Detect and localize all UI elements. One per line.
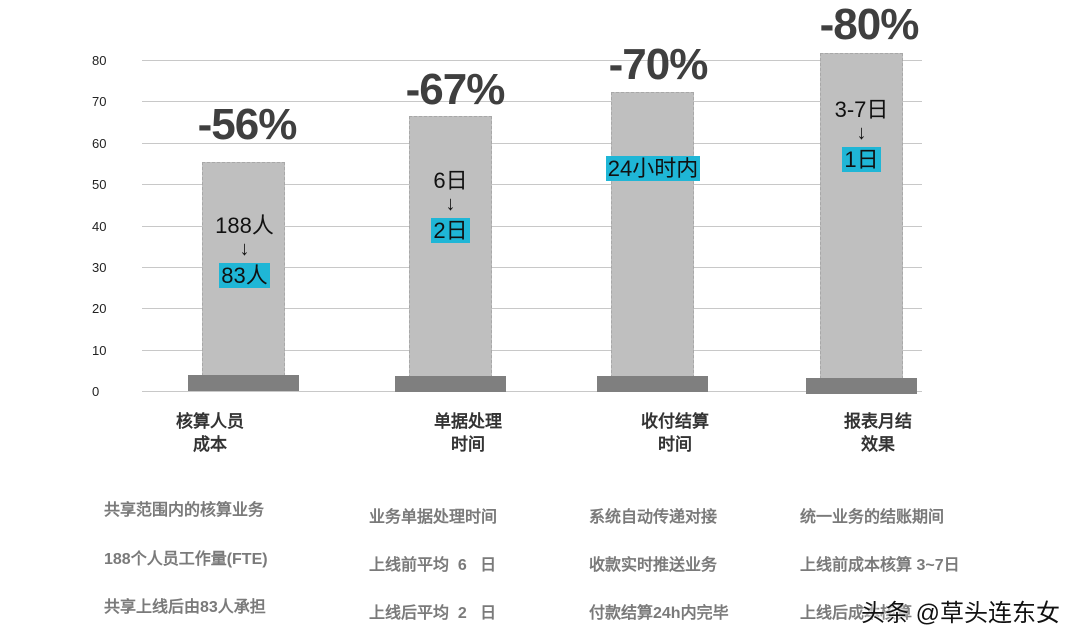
category-line: 成本 [193, 435, 227, 454]
description-text: 统一业务的结账期间 [800, 509, 945, 526]
bar-base-2 [395, 376, 506, 392]
description-text: 188个人员工作量(FTE) [104, 551, 268, 568]
bar-base-3 [597, 376, 708, 392]
after-value: 2日 [431, 218, 470, 243]
y-tick-label: 60 [92, 136, 107, 151]
description-text: 上线后平均 2 日 [369, 605, 497, 622]
before-value: 188人 [215, 213, 274, 238]
percent-label: -70% [608, 40, 709, 89]
description-text: 业务单据处理时间 [369, 509, 498, 526]
y-tick-label: 70 [92, 94, 107, 109]
description-text: 系统自动传递对接 [589, 509, 718, 526]
bar-before-4 [820, 53, 903, 379]
category-line: 效果 [861, 435, 895, 454]
category-line: 报表月结 [844, 412, 912, 431]
down-arrow-icon: ↓ [445, 193, 456, 215]
bar-base-1 [188, 375, 299, 391]
after-value: 24小时内 [605, 156, 701, 181]
category-label: 报表月结 效果 [808, 410, 948, 456]
category-line: 核算人员 [176, 412, 244, 431]
description-text: 上线后成本核算 [800, 605, 913, 622]
bar-before-2 [409, 116, 492, 378]
gridline [142, 226, 922, 227]
gridline [142, 101, 922, 102]
category-line: 时间 [658, 435, 692, 454]
gridline [142, 184, 922, 185]
bar-annotation: 3-7日 ↓ 1日 [810, 92, 913, 174]
bar-annotation: 24小时内 [588, 151, 718, 183]
gridline [142, 350, 922, 351]
description-text: 付款结算24h内完毕 [589, 605, 729, 622]
gridline [142, 60, 922, 61]
after-value: 1日 [842, 147, 881, 172]
percent-label: -67% [405, 65, 506, 114]
percent-label: -80% [819, 0, 920, 49]
category-label: 收付结算 时间 [605, 410, 745, 456]
y-tick-label: 0 [92, 384, 100, 399]
bar-before-3 [611, 92, 694, 378]
before-value: 3-7日 [834, 97, 889, 122]
bar-annotation: 188人 ↓ 83人 [193, 208, 296, 290]
y-tick-label: 80 [92, 53, 107, 68]
description-text: 共享上线后由83人承担 [104, 599, 266, 616]
gridline [142, 308, 922, 309]
description-text: 上线前成本核算 3~7日 [800, 557, 960, 574]
percent-label: -56% [197, 100, 298, 149]
gridline [142, 267, 922, 268]
after-value: 83人 [219, 263, 270, 288]
before-value: 6日 [433, 168, 468, 193]
description-text: 共享范围内的核算业务 [104, 502, 265, 519]
gridline [142, 143, 922, 144]
down-arrow-icon: ↓ [239, 238, 250, 260]
category-line: 单据处理 [434, 412, 502, 431]
watermark: 头条 @草头连东女 [860, 600, 1060, 627]
y-tick-label: 40 [92, 219, 107, 234]
y-tick-label: 20 [92, 301, 107, 316]
y-tick-label: 50 [92, 177, 107, 192]
bar-annotation: 6日 ↓ 2日 [399, 163, 502, 245]
category-line: 时间 [451, 435, 485, 454]
down-arrow-icon: ↓ [856, 122, 867, 144]
gridline [142, 391, 922, 392]
bar-chart: 80 70 60 50 40 30 20 10 0 -56% 188人 ↓ 83… [92, 0, 922, 399]
category-label: 核算人员 成本 [140, 410, 280, 456]
category-label: 单据处理 时间 [398, 410, 538, 456]
category-line: 收付结算 [641, 412, 709, 431]
description-text: 上线前平均 6 日 [369, 557, 497, 574]
y-tick-label: 10 [92, 343, 107, 358]
bar-base-4 [806, 378, 917, 394]
y-tick-label: 30 [92, 260, 107, 275]
description-text: 收款实时推送业务 [589, 557, 718, 574]
